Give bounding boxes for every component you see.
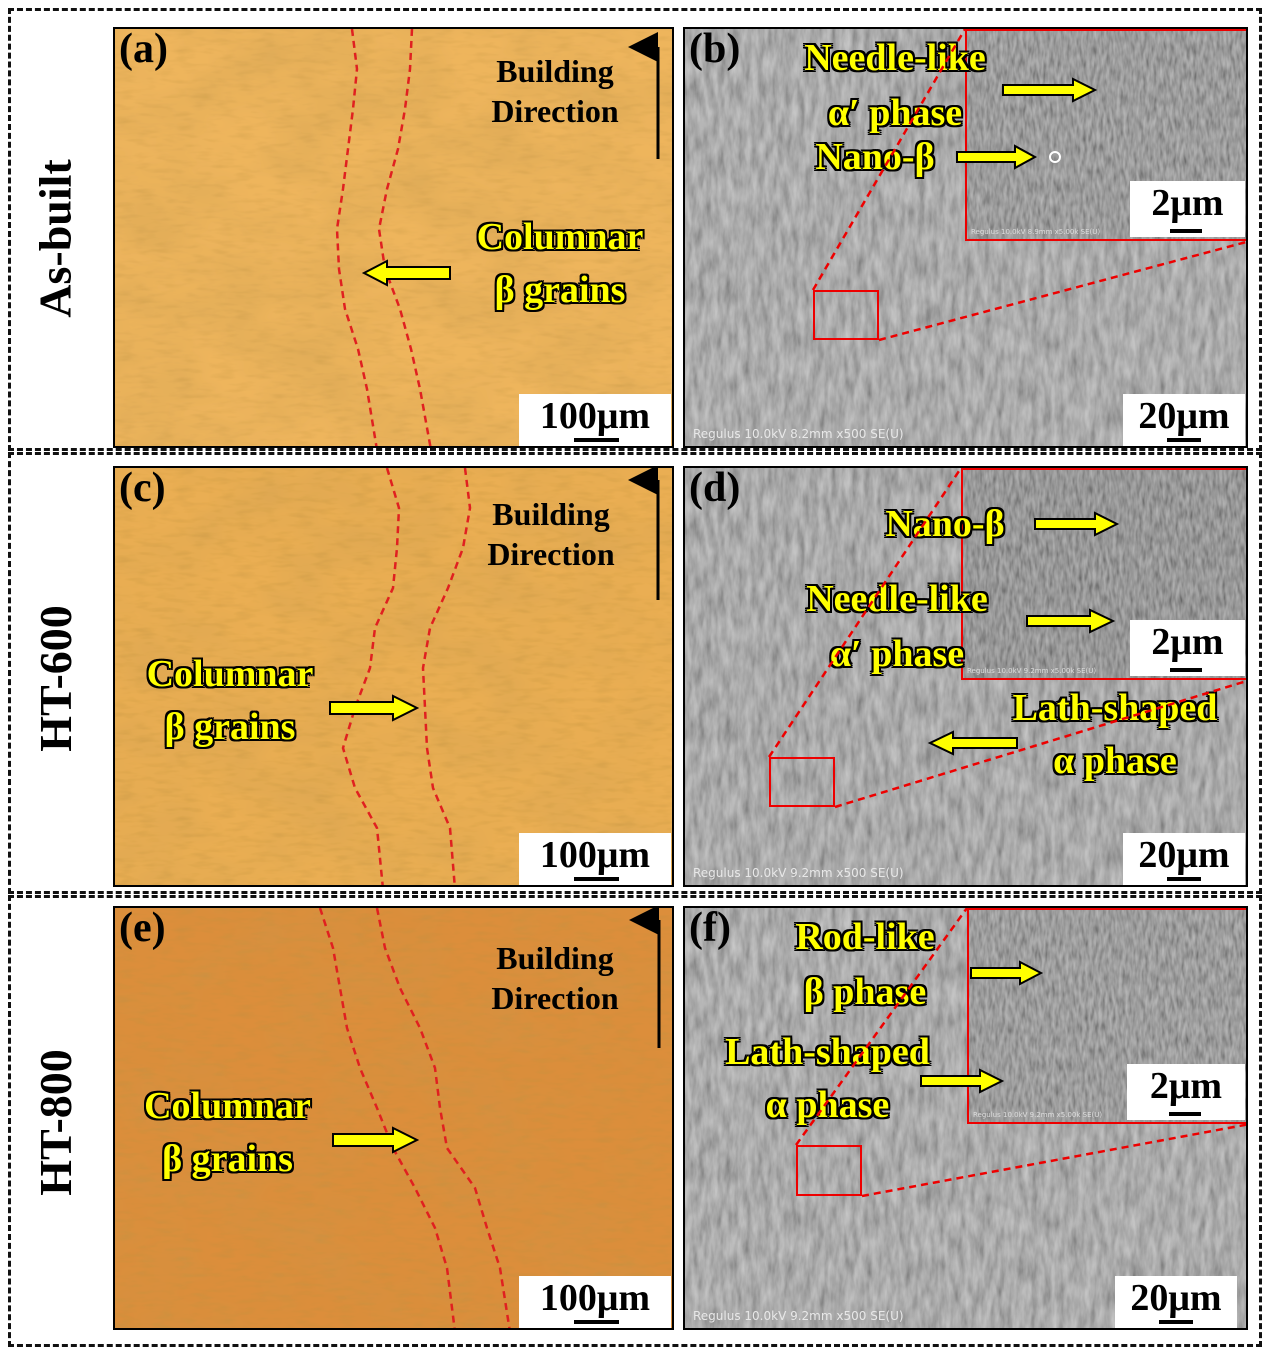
zoom-region-box bbox=[813, 290, 879, 340]
nano-beta-label: Nano-β bbox=[815, 136, 935, 178]
panel-e-optical-micrograph: (e) Building Direction Columnar β grains 1… bbox=[113, 906, 674, 1330]
scale-bar: 100μm bbox=[519, 1276, 671, 1328]
needle-like-phase-label: Needle-like α′ phase bbox=[806, 578, 988, 676]
panel-label: (e) bbox=[119, 906, 166, 951]
inset-scale-bar: 2μm bbox=[1130, 620, 1245, 676]
panel-label: (c) bbox=[119, 466, 166, 511]
nano-beta-label: Nano-β bbox=[885, 503, 1005, 545]
needle-like-phase-label: Needle-like α′ phase bbox=[804, 37, 986, 135]
building-direction-label: Building Direction bbox=[491, 53, 619, 129]
panel-label: (a) bbox=[119, 27, 168, 72]
inset-scale-bar: 2μm bbox=[1127, 1064, 1245, 1120]
scale-bar: 100μm bbox=[519, 394, 671, 446]
row-label-as-built: As-built bbox=[29, 158, 81, 318]
panel-label: (d) bbox=[689, 466, 741, 511]
zoom-region-box bbox=[796, 1145, 862, 1196]
lath-shaped-phase-label: Lath-shaped α phase bbox=[1012, 687, 1218, 783]
inset-instrument-info: Regulus 10.0kV 9.2mm x5.00k SE(U) bbox=[967, 667, 1097, 675]
row-frame-as-built bbox=[8, 8, 1262, 451]
row-label-ht-800: HT-800 bbox=[29, 1048, 81, 1196]
inset-scale-bar: 2μm bbox=[1130, 181, 1245, 237]
scale-bar: 20μm bbox=[1123, 833, 1245, 885]
sem-instrument-info: Regulus 10.0kV 8.2mm x500 SE(U) bbox=[693, 427, 904, 441]
columnar-grains-label: Columnar β grains bbox=[476, 216, 644, 312]
scale-bar: 20μm bbox=[1115, 1276, 1237, 1328]
panel-label: (f) bbox=[689, 906, 731, 951]
row-label-ht-600: HT-600 bbox=[29, 604, 81, 752]
building-direction-label: Building Direction bbox=[487, 496, 615, 572]
panel-c-optical-micrograph: (c) Building Direction Columnar β grains 1… bbox=[113, 466, 674, 887]
panel-label: (b) bbox=[689, 27, 741, 72]
panel-a-optical-micrograph: (a) Building Direction Columnar β grains 1… bbox=[113, 27, 674, 448]
panel-f-sem-image: Regulus 10.0kV 9.2mm x5.00k SE(U) (f) Ro… bbox=[683, 906, 1248, 1330]
lath-shaped-phase-label: Lath-shaped α phase bbox=[725, 1031, 930, 1127]
sem-instrument-info: Regulus 10.0kV 9.2mm x500 SE(U) bbox=[693, 866, 904, 880]
scale-bar: 100μm bbox=[519, 833, 671, 885]
inset-instrument-info: Regulus 10.0kV 9.2mm x5.00k SE(U) bbox=[973, 1111, 1103, 1119]
panel-d-sem-image: Regulus 10.0kV 9.2mm x5.00k SE(U) (d) Na… bbox=[683, 466, 1248, 887]
row-frame-ht-600 bbox=[8, 452, 1262, 894]
zoom-region-box bbox=[769, 757, 835, 807]
columnar-grains-label: Columnar β grains bbox=[144, 1085, 311, 1181]
rod-like-phase-label: Rod-like β phase bbox=[795, 916, 935, 1014]
scale-bar: 20μm bbox=[1123, 394, 1245, 446]
inset-instrument-info: Regulus 10.0kV 8.9mm x5.00k SE(U) bbox=[971, 228, 1101, 236]
columnar-grains-label: Columnar β grains bbox=[146, 653, 314, 749]
row-frame-ht-800 bbox=[8, 895, 1262, 1347]
building-direction-label: Building Direction bbox=[491, 940, 619, 1016]
panel-b-sem-image: Regulus 10.0kV 8.9mm x5.00k SE(U) (b) Ne… bbox=[683, 27, 1248, 448]
sem-instrument-info: Regulus 10.0kV 9.2mm x500 SE(U) bbox=[693, 1309, 904, 1323]
